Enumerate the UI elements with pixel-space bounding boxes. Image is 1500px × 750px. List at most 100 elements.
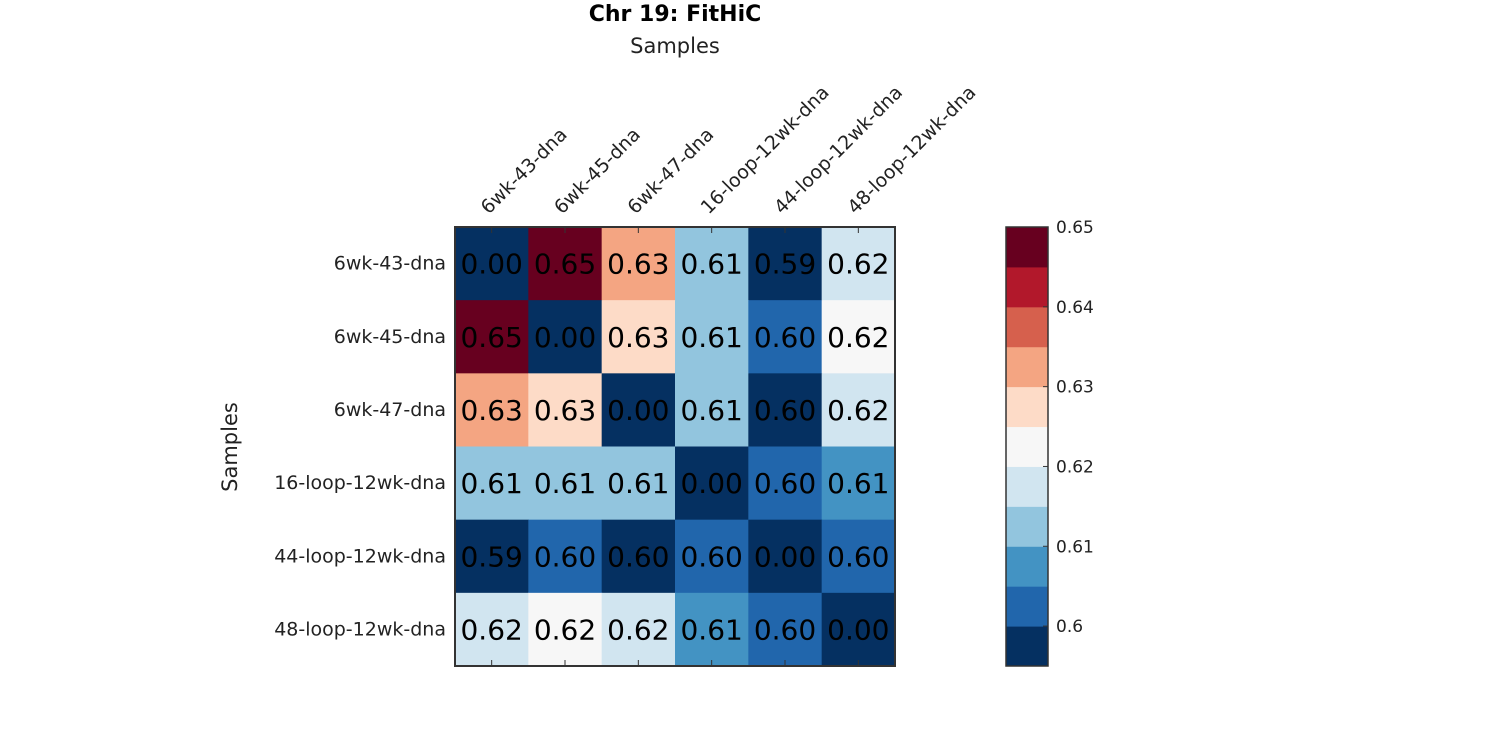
cell-value-label: 0.61: [680, 248, 742, 281]
colorbar-segment: [1006, 306, 1048, 348]
colorbar-segment: [1006, 386, 1048, 428]
colorbar-tick-label: 0.61: [1056, 537, 1094, 557]
heatmap-cell: [748, 300, 823, 374]
cell-value-label: 0.00: [827, 613, 889, 646]
colorbar-tick-label: 0.62: [1056, 457, 1094, 477]
cell-value-label: 0.00: [607, 394, 669, 427]
heatmap-cell: [528, 592, 603, 667]
heatmap-cell: [455, 519, 529, 594]
cell-value-label: 0.60: [607, 540, 669, 573]
y-tick-label: 16-loop-12wk-dna: [274, 472, 446, 494]
y-tick-label: 48-loop-12wk-dna: [274, 618, 446, 640]
heatmap-cell: [675, 519, 749, 594]
x-tick-labels: 6wk-43-dna6wk-45-dna6wk-47-dna16-loop-12…: [477, 81, 981, 218]
colorbar-frame: [1005, 226, 1049, 667]
heatmap-cell: [821, 592, 896, 667]
heatmap-cell: [528, 446, 603, 521]
heatmap-cell: [821, 519, 896, 594]
colorbar: 0.6 0.61 0.62 0.63 0.64 0.65: [1005, 218, 1094, 667]
cell-value-label: 0.60: [680, 540, 742, 573]
colorbar-segment: [1006, 346, 1048, 388]
cell-value-label: 0.63: [607, 321, 669, 354]
cell-value-label: 0.59: [460, 540, 522, 573]
cell-value-label: 0.63: [534, 394, 596, 427]
cell-value-label: 0.61: [607, 467, 669, 500]
heatmap-cell: [455, 592, 529, 667]
cell-value-label: 0.00: [754, 540, 816, 573]
y-tick-label: 6wk-43-dna: [334, 253, 446, 275]
cell-value-label: 0.61: [460, 467, 522, 500]
heatmap-cell: [821, 446, 896, 521]
colorbar-tick-label: 0.6: [1056, 617, 1083, 637]
y-tick-labels: 6wk-43-dna 6wk-45-dna 6wk-47-dna 16-loop-12…: [274, 253, 446, 641]
heatmap-cell: [601, 227, 676, 301]
heatmap-cell: [821, 373, 896, 447]
heatmap-cell: [748, 446, 823, 521]
cell-value-label: 0.62: [460, 613, 522, 646]
heatmap-cell: [455, 446, 529, 521]
y-axis-label: Samples: [218, 402, 242, 492]
heatmap-cell: [748, 373, 823, 447]
heatmap-cell: [601, 519, 676, 594]
colorbar-segment: [1006, 626, 1048, 667]
cell-value-label: 0.60: [754, 613, 816, 646]
cell-value-label: 0.61: [680, 613, 742, 646]
x-tick-label: 48-loop-12wk-dna: [843, 81, 980, 218]
heatmap-cell: [601, 592, 676, 667]
heatmap-cell: [675, 446, 749, 521]
heatmap-cell: [821, 227, 896, 301]
cell-value-label: 0.65: [534, 248, 596, 281]
cell-value-label: 0.61: [827, 467, 889, 500]
colorbar-tick-label: 0.63: [1056, 378, 1094, 398]
cell-value-label: 0.61: [680, 394, 742, 427]
cell-value-label: 0.62: [534, 613, 596, 646]
cell-value-label: 0.62: [827, 248, 889, 281]
colorbar-tick-label: 0.65: [1056, 218, 1094, 238]
heatmap-cell: [601, 300, 676, 374]
chart-title: Chr 19: FitHiC: [589, 2, 762, 27]
cell-value-label: 0.60: [754, 321, 816, 354]
heatmap-cell: [528, 373, 603, 447]
x-axis-label: Samples: [630, 34, 720, 58]
heatmap-cell: [675, 300, 749, 374]
heatmap-cell: [748, 519, 823, 594]
cell-value-label: 0.61: [534, 467, 596, 500]
colorbar-segment: [1006, 586, 1048, 627]
cell-value-label: 0.00: [534, 321, 596, 354]
heatmap-cell: [528, 227, 603, 301]
colorbar-segment: [1006, 227, 1048, 268]
cell-value-label: 0.60: [754, 467, 816, 500]
heatmap-cell: [601, 373, 676, 447]
cell-value-label: 0.00: [460, 248, 522, 281]
cell-value-label: 0.62: [827, 394, 889, 427]
y-tick-label: 6wk-45-dna: [334, 326, 446, 348]
cell-value-label: 0.59: [754, 248, 816, 281]
colorbar-segment: [1006, 466, 1048, 507]
cell-value-label: 0.00: [680, 467, 742, 500]
colorbar-segment: [1006, 266, 1048, 308]
heatmap-cell: [528, 519, 603, 594]
cell-value-label: 0.63: [460, 394, 522, 427]
cell-value-label: 0.60: [827, 540, 889, 573]
heatmap-cell: [821, 300, 896, 374]
cell-value-label: 0.65: [460, 321, 522, 354]
heatmap-cell-labels: 0.00 0.65 0.63 0.61 0.59 0.62 0.65 0.00 0.63 0.61…: [460, 248, 889, 647]
x-tick-label: 44-loop-12wk-dna: [770, 81, 907, 218]
x-tick-label: 16-loop-12wk-dna: [697, 81, 834, 218]
heatmap-cell: [601, 446, 676, 521]
heatmap-cell: [675, 592, 749, 667]
cell-value-label: 0.61: [680, 321, 742, 354]
cell-value-label: 0.63: [607, 248, 669, 281]
colorbar-segment: [1006, 546, 1048, 587]
cell-value-label: 0.62: [827, 321, 889, 354]
colorbar-tick-label: 0.64: [1056, 298, 1094, 318]
cell-value-label: 0.60: [534, 540, 596, 573]
heatmap-cell: [455, 300, 529, 374]
heatmap-cell: [675, 373, 749, 447]
cell-value-label: 0.60: [754, 394, 816, 427]
colorbar-segment: [1006, 426, 1048, 467]
colorbar-segment: [1006, 506, 1048, 547]
plot-frame: [454, 226, 896, 667]
heatmap-cell: [528, 300, 603, 374]
